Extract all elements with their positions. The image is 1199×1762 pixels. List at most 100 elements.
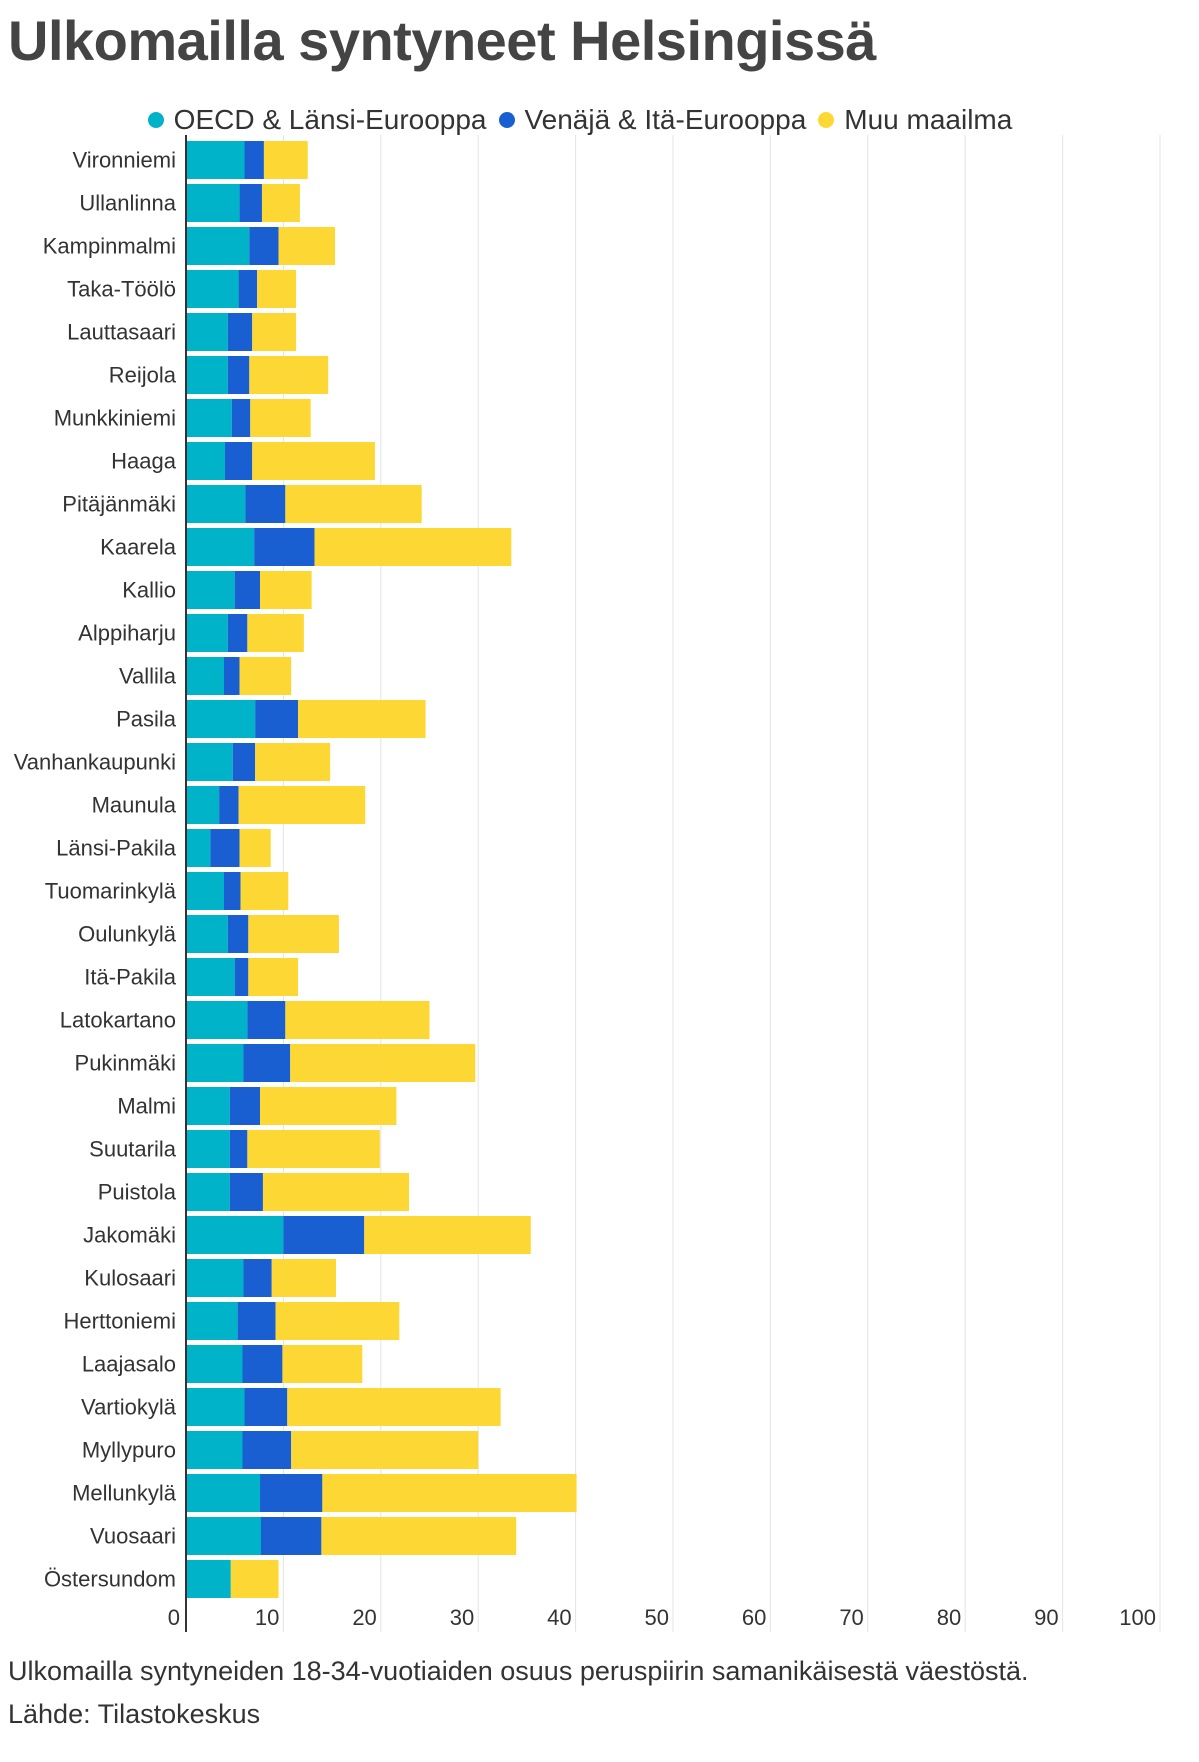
bar-rest-of-world-20 (285, 1001, 430, 1039)
bar-east-europe-8 (245, 485, 286, 523)
bar-east-europe-4 (227, 313, 253, 351)
category-label-13: Pasila (116, 707, 177, 732)
bar-rest-of-world-19 (248, 958, 299, 996)
category-label-16: Länsi-Pakila (56, 836, 177, 861)
category-label-14: Vanhankaupunki (14, 750, 176, 775)
x-tick-label-50: 50 (645, 1605, 669, 1630)
category-label-27: Herttoniemi (64, 1309, 176, 1334)
bar-oecd-21 (186, 1044, 244, 1082)
category-label-19: Itä-Pakila (84, 965, 176, 990)
bar-oecd-33 (186, 1560, 231, 1598)
bar-rest-of-world-15 (238, 786, 366, 824)
bar-east-europe-5 (227, 356, 250, 394)
bar-rest-of-world-18 (248, 915, 339, 953)
bar-rest-of-world-3 (257, 270, 297, 308)
category-label-15: Maunula (92, 793, 177, 818)
bar-east-europe-14 (232, 743, 256, 781)
bar-oecd-31 (186, 1474, 261, 1512)
category-label-10: Kallio (122, 578, 176, 603)
x-tick-label-20: 20 (352, 1605, 376, 1630)
bar-east-europe-30 (242, 1431, 292, 1469)
bar-oecd-7 (186, 442, 225, 480)
bar-oecd-1 (186, 184, 240, 222)
category-label-4: Lauttasaari (67, 320, 176, 345)
legend-swatch-oecd (147, 112, 164, 128)
bar-rest-of-world-6 (250, 399, 311, 437)
category-label-24: Puistola (98, 1180, 177, 1205)
category-label-5: Reijola (109, 363, 177, 388)
category-label-18: Oulunkylä (78, 922, 177, 947)
bar-rest-of-world-27 (275, 1302, 400, 1340)
bar-oecd-0 (186, 141, 245, 179)
category-label-26: Kulosaari (84, 1266, 176, 1291)
bar-oecd-8 (186, 485, 246, 523)
category-label-20: Latokartano (60, 1008, 176, 1033)
bar-east-europe-17 (223, 872, 241, 910)
bar-east-europe-26 (243, 1259, 272, 1297)
bar-east-europe-19 (234, 958, 249, 996)
bar-east-europe-22 (229, 1087, 261, 1125)
bar-oecd-24 (186, 1173, 230, 1211)
category-label-1: Ullanlinna (79, 191, 176, 216)
bar-oecd-13 (186, 700, 256, 738)
category-label-7: Haaga (111, 449, 177, 474)
category-label-21: Pukinmäki (75, 1051, 176, 1076)
legend-swatch-east-europe (498, 112, 515, 128)
category-label-6: Munkkiniemi (54, 406, 176, 431)
legend-swatch-rest-of-world (818, 112, 835, 128)
bar-oecd-16 (186, 829, 211, 867)
bar-east-europe-9 (254, 528, 315, 566)
category-label-23: Suutarila (89, 1137, 177, 1162)
bar-rest-of-world-28 (282, 1345, 363, 1383)
x-tick-label-80: 80 (937, 1605, 961, 1630)
legend-item-rest-of-world: Muu maailma (818, 104, 1012, 136)
bar-oecd-11 (186, 614, 228, 652)
caption-source: Lähde: Tilastokeskus (8, 1699, 261, 1729)
bar-rest-of-world-0 (263, 141, 308, 179)
bar-oecd-23 (186, 1130, 230, 1168)
x-tick-label-60: 60 (742, 1605, 766, 1630)
category-label-2: Kampinmalmi (43, 234, 176, 259)
bar-rest-of-world-29 (287, 1388, 501, 1426)
bar-east-europe-10 (234, 571, 261, 609)
chart-title: Ulkomailla syntyneet Helsingissä (8, 9, 876, 72)
bar-oecd-12 (186, 657, 224, 695)
bar-rest-of-world-10 (260, 571, 312, 609)
category-label-32: Vuosaari (90, 1524, 176, 1549)
bar-oecd-15 (186, 786, 220, 824)
bar-oecd-6 (186, 399, 232, 437)
x-tick-label-0: 0 (168, 1605, 180, 1630)
bar-rest-of-world-12 (239, 657, 292, 695)
x-tick-label-40: 40 (547, 1605, 571, 1630)
bar-east-europe-32 (260, 1517, 322, 1555)
legend-label-east-europe: Venäjä & Itä-Eurooppa (524, 104, 807, 135)
bar-oecd-10 (186, 571, 235, 609)
category-label-30: Myllypuro (82, 1438, 176, 1463)
category-label-8: Pitäjänmäki (62, 492, 176, 517)
legend-label-rest-of-world: Muu maailma (844, 104, 1013, 135)
bar-rest-of-world-21 (290, 1044, 476, 1082)
x-tick-label-10: 10 (255, 1605, 279, 1630)
category-label-3: Taka-Töölö (67, 277, 176, 302)
stacked-bar-chart: Vironniemi Ullanlinna Kampinmalmi Taka-Tööl… (14, 135, 1161, 1632)
bar-east-europe-28 (242, 1345, 283, 1383)
x-tick-label-70: 70 (839, 1605, 863, 1630)
bar-oecd-2 (186, 227, 250, 265)
bar-rest-of-world-26 (271, 1259, 336, 1297)
bar-rest-of-world-1 (261, 184, 300, 222)
bar-oecd-17 (186, 872, 224, 910)
bar-rest-of-world-24 (262, 1173, 410, 1211)
bar-east-europe-1 (239, 184, 262, 222)
category-label-25: Jakomäki (83, 1223, 176, 1248)
category-label-9: Kaarela (100, 535, 177, 560)
category-label-17: Tuomarinkylä (45, 879, 177, 904)
bar-rest-of-world-17 (240, 872, 289, 910)
category-label-28: Laajasalo (82, 1352, 176, 1377)
bar-oecd-19 (186, 958, 235, 996)
bar-east-europe-20 (247, 1001, 286, 1039)
bar-oecd-32 (186, 1517, 261, 1555)
bar-east-europe-21 (243, 1044, 291, 1082)
bar-oecd-27 (186, 1302, 238, 1340)
bar-east-europe-6 (231, 399, 251, 437)
bar-oecd-14 (186, 743, 233, 781)
